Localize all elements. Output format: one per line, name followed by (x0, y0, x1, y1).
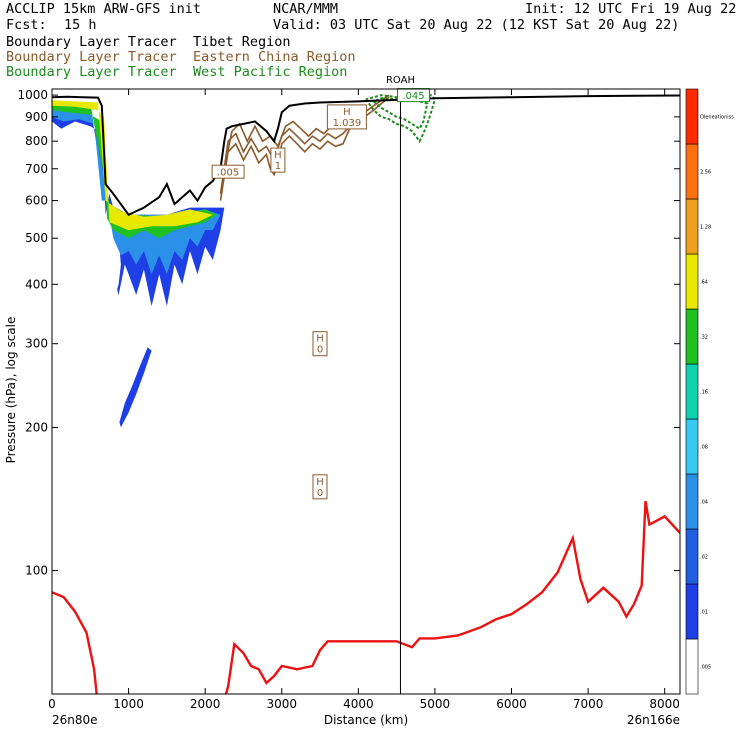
left-endpoint-label: 26n80e (52, 713, 98, 727)
station-label: ROAH (386, 75, 415, 86)
colorbar-level-label-7: .64 (700, 280, 708, 286)
colorbar-swatch-9 (685, 143, 699, 200)
contour-label-h-0: H (316, 477, 324, 488)
contour-label-h-4: H (343, 107, 351, 118)
x-tick-label-7000: 7000 (573, 697, 604, 711)
y-tick-label-700: 700 (25, 162, 48, 176)
x-tick-label-2000: 2000 (190, 697, 221, 711)
contour-label-value-1: 0 (317, 345, 323, 356)
x-tick-label-6000: 6000 (496, 697, 527, 711)
tracer-legend-west-pacific: Boundary Layer Tracer West Pacific Regio… (6, 65, 347, 80)
east-china-contour-2 (223, 120, 333, 169)
plot-frame (51, 88, 681, 695)
x-tick-label-0: 0 (48, 697, 56, 711)
org-label: NCAR/MMM (273, 1, 339, 17)
colorbar-level-label-10: Oleneationiss (700, 115, 734, 121)
tracer-region: West Pacific Region (192, 64, 348, 80)
y-tick-label-1000: 1000 (17, 88, 48, 102)
contour-label-h-2: H (274, 150, 282, 161)
y-tick-label-600: 600 (25, 194, 48, 208)
tibet-tracer-fill-0 (52, 105, 225, 307)
colorbar-swatch-6 (685, 308, 699, 365)
y-tick-label-500: 500 (25, 231, 48, 245)
contour-label-box-0 (312, 474, 328, 500)
east-china-contour-0 (219, 96, 390, 201)
colorbar-level-label-5: .16 (700, 390, 708, 396)
x-tick-label-8000: 8000 (649, 697, 680, 711)
x-tick-label-1000: 1000 (113, 697, 144, 711)
x-axis-label: Distance (km) (324, 713, 408, 727)
y-tick-label-400: 400 (25, 277, 48, 291)
terrain-line (52, 94, 680, 217)
tibet-tracer-fill-1 (52, 105, 221, 275)
contour-label-box-1 (312, 331, 328, 357)
colorbar-level-label-0: .005 (700, 665, 711, 671)
colorbar-swatch-1 (685, 583, 699, 640)
tropopause-line (52, 500, 680, 694)
tracer-name: Boundary Layer Tracer (6, 64, 177, 80)
valid-time: Valid: 03 UTC Sat 20 Aug 22 (12 KST Sat … (273, 17, 680, 33)
forecast-hour: 15 h (64, 17, 97, 33)
colorbar-swatch-10 (685, 88, 699, 145)
x-tick-label-3000: 3000 (266, 697, 297, 711)
colorbar-level-label-4: .08 (700, 445, 708, 451)
contour-label-value-0: 0 (317, 488, 323, 499)
east-china-contour-1 (219, 94, 390, 194)
x-tick-label-4000: 4000 (343, 697, 374, 711)
y-tick-label-100: 100 (25, 564, 48, 578)
colorbar-swatch-7 (685, 253, 699, 310)
tracer-name: Boundary Layer Tracer (6, 49, 177, 65)
contour-label-h-1: H (316, 334, 324, 345)
init-time: Init: 12 UTC Fri 19 Aug 22 (525, 1, 737, 17)
contour-label-value-4: 1.039 (333, 118, 362, 129)
y-tick-label-800: 800 (25, 134, 48, 148)
colorbar-swatch-5 (685, 363, 699, 420)
model-title: ACCLIP 15km ARW-GFS init (6, 1, 202, 17)
colorbar-swatch-2 (685, 528, 699, 585)
y-tick-label-300: 300 (25, 337, 48, 351)
contour-label-box-4 (326, 104, 367, 130)
right-endpoint-label: 26n166e (627, 713, 680, 727)
colorbar-level-label-1: .01 (700, 610, 708, 616)
colorbar-swatch-0 (685, 638, 699, 695)
colorbar-level-label-9: 2.56 (700, 170, 711, 176)
tracer-name: Boundary Layer Tracer (6, 34, 177, 50)
contour-label-value-5: .045 (402, 91, 424, 102)
x-tick-label-5000: 5000 (420, 697, 451, 711)
tracer-region: Eastern China Region (192, 49, 356, 65)
colorbar-level-label-8: 1.28 (700, 225, 711, 231)
contour-label-box-3 (211, 164, 245, 179)
colorbar-swatch-3 (685, 473, 699, 530)
contour-label-value-2: 1 (275, 161, 281, 172)
y-axis-label: Pressure (hPa), log scale (4, 317, 18, 464)
contour-label-box-2 (270, 147, 286, 173)
contour-label-value-3: .005 (217, 168, 239, 179)
colorbar-level-label-6: .32 (700, 335, 708, 341)
forecast-label: Fcst: (6, 17, 47, 33)
tracer-legend-tibet: Boundary Layer Tracer Tibet Region (6, 35, 291, 50)
tibet-tracer-fill-3 (52, 100, 213, 231)
y-tick-label-900: 900 (25, 110, 48, 124)
colorbar-level-label-2: .02 (700, 555, 708, 561)
tracer-legend-east-china: Boundary Layer Tracer Eastern China Regi… (6, 50, 356, 65)
y-tick-label-200: 200 (25, 420, 48, 434)
tracer-region: Tibet Region (192, 34, 291, 50)
colorbar-level-label-3: .04 (700, 500, 708, 506)
colorbar-swatch-8 (685, 198, 699, 255)
colorbar-swatch-4 (685, 418, 699, 475)
tibet-tracer-upper-blob (119, 347, 152, 428)
